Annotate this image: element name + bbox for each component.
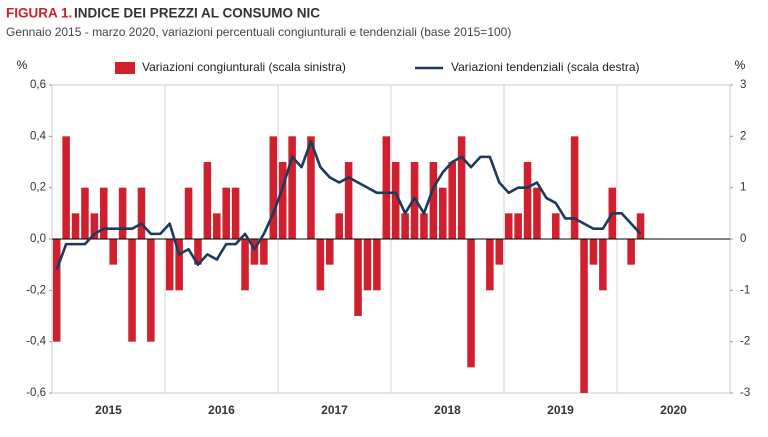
legend-swatch [115,62,135,74]
bar [627,239,635,265]
figure-label: FIGURA 1. [6,6,72,21]
chart-title: INDICE DEI PREZZI AL CONSUMO NIC [74,6,320,21]
bar [504,213,513,239]
bar [382,136,391,239]
y2-axis-label: % [735,58,746,72]
bar [420,213,428,239]
x-tick-label: 2017 [321,403,348,417]
bar [128,239,136,342]
bar [326,239,334,265]
y-tick-label: 0,6 [30,79,46,91]
y2-tick-label: -1 [740,284,750,296]
bar [344,162,353,239]
bar [90,213,99,239]
y-tick-label: 0,0 [30,233,46,245]
legend-label: Variazioni congiunturali (scala sinistra… [142,60,346,74]
bar [410,162,419,239]
bar [429,162,438,239]
bar [260,239,268,265]
bar [100,187,108,239]
y-tick-label: 0,2 [30,182,46,194]
bar [250,239,259,265]
bar [373,239,381,291]
bar [241,239,249,291]
bar [580,239,588,393]
bar [570,136,579,239]
y-axis-label: % [17,58,28,72]
bar [599,239,607,291]
y-tick-label: -0,6 [26,387,46,399]
bar [552,213,560,239]
bar [448,162,456,239]
bar [288,136,296,239]
bar [307,136,315,239]
y-tick-label: -0,2 [26,284,46,296]
bar [52,239,61,342]
bar [457,136,466,239]
bar [335,213,343,239]
y2-tick-label: 1 [740,182,746,194]
bar [523,162,532,239]
legend-label: Variazioni tendenziali (scala destra) [451,60,640,74]
y-tick-label: -0,4 [26,336,46,348]
bar [147,239,155,342]
x-tick-label: 2016 [208,403,235,417]
bar [391,162,400,239]
y-tick-label: 0,4 [30,130,47,142]
x-tick-label: 2020 [660,403,687,417]
bar [495,239,504,265]
y2-tick-label: -3 [740,387,750,399]
bar [467,239,475,368]
bar [118,187,127,239]
x-tick-label: 2019 [547,403,574,417]
x-tick-label: 2018 [434,403,461,417]
bar [109,239,117,265]
y2-tick-label: 2 [740,130,746,142]
bar [354,239,362,316]
bar [165,239,174,291]
bar [589,239,598,265]
x-tick-label: 2015 [95,403,122,417]
bar [137,187,146,239]
bar [222,187,230,239]
bar [316,239,325,291]
bar [269,136,278,239]
bar [203,162,212,239]
bar [486,239,494,291]
chart-subtitle: Gennaio 2015 - marzo 2020, variazioni pe… [6,25,511,39]
y2-tick-label: 0 [740,233,746,245]
bar [194,239,202,265]
bar [363,239,372,291]
bar [439,187,447,239]
bar [184,187,193,239]
y2-tick-label: 3 [740,79,746,91]
bar [514,213,522,239]
bar [81,187,89,239]
bar [71,213,80,239]
bar [62,136,70,239]
y2-tick-label: -2 [740,336,750,348]
bar [278,162,287,239]
bar [533,187,541,239]
bar [175,239,183,291]
bar [213,213,221,239]
bar [636,213,645,239]
line [55,140,642,271]
bar [401,213,409,239]
bar [231,187,240,239]
